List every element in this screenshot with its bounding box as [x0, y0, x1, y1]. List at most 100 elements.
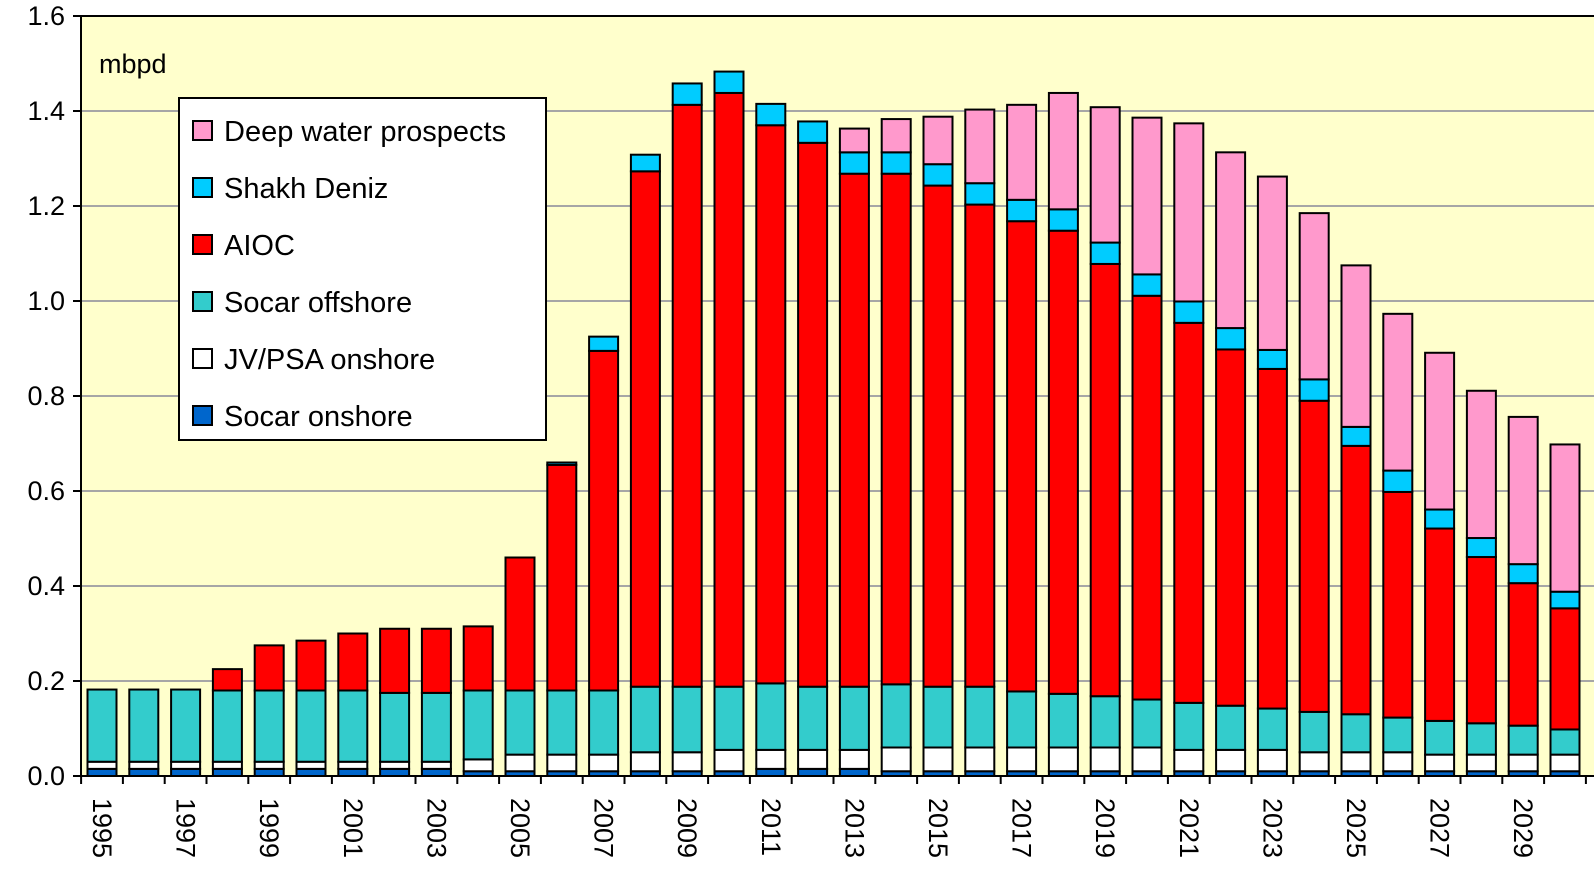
bar-segment: [629, 153, 661, 173]
x-tick-label: 2005: [505, 798, 535, 858]
bar-segment: [1465, 556, 1497, 725]
legend: Deep water prospects Shakh Deniz AIOC Socar…: [178, 97, 547, 441]
x-tick-label: 2007: [589, 798, 619, 858]
bar-segment: [379, 627, 411, 694]
bar-segment: [1507, 753, 1539, 773]
bar-segment: [337, 767, 369, 777]
bar-segment: [1298, 710, 1330, 754]
bar-segment: [546, 689, 578, 756]
bar-segment: [1089, 262, 1121, 698]
bar-segment: [295, 760, 327, 770]
bar-segment: [1382, 312, 1414, 472]
x-tick-label: 2003: [421, 798, 451, 858]
bar-segment: [211, 767, 243, 777]
bar-segment: [1256, 707, 1288, 751]
bar-segment: [1131, 698, 1163, 749]
legend-label: Deep water prospects: [224, 116, 506, 148]
bar-segment: [86, 767, 118, 777]
bar-segment: [1089, 241, 1121, 265]
legend-swatch: [192, 120, 213, 141]
bar-segment: [170, 760, 202, 770]
bar-segment: [504, 556, 536, 692]
bar-segment: [1256, 175, 1288, 351]
bar-segment: [379, 760, 411, 770]
bar-segment: [629, 170, 661, 688]
bar-segment: [128, 760, 160, 770]
bar-segment: [797, 685, 829, 751]
legend-label: Socar offshore: [224, 287, 412, 319]
x-tick-label: 1995: [87, 798, 117, 858]
bar-segment: [755, 748, 787, 770]
bar-segment: [253, 760, 285, 770]
bar-segment: [546, 463, 578, 692]
bar-segment: [1215, 327, 1247, 351]
bar-segment: [1131, 116, 1163, 276]
x-axis: 1995 1997 1999 2001 2003 2005 2007 2009 2011 2013…: [80, 775, 1594, 858]
bar-segment: [211, 689, 243, 763]
bar-segment: [1298, 399, 1330, 713]
x-tick-label: 2029: [1508, 798, 1538, 858]
legend-label: JV/PSA onshore: [224, 344, 435, 376]
bar-segment: [295, 689, 327, 763]
bar-segment: [588, 753, 620, 773]
bar-segment: [379, 691, 411, 763]
bar-segment: [1006, 746, 1038, 773]
bar-segment: [1298, 212, 1330, 381]
bar-segment: [713, 748, 745, 773]
unit-label: mbpd: [99, 49, 167, 79]
bar-segment: [1424, 719, 1456, 756]
bar-segment: [1173, 122, 1205, 303]
bar-segment: [1131, 273, 1163, 297]
bar-segment: [713, 70, 745, 94]
bar-segment: [546, 753, 578, 773]
bar-segment: [1131, 294, 1163, 701]
bar-segment: [964, 108, 996, 185]
bar-segment: [1424, 753, 1456, 773]
bar-segment: [86, 688, 118, 763]
x-tick-label: 2001: [338, 798, 368, 858]
bar-segment: [1006, 198, 1038, 223]
bar-segment: [211, 760, 243, 770]
bar-segment: [337, 632, 369, 692]
bar-segment: [253, 644, 285, 692]
bar-segment: [420, 760, 452, 770]
bar-segment: [1256, 367, 1288, 710]
bar-segment: [337, 760, 369, 770]
x-tick-label: 2017: [1007, 798, 1037, 858]
bar-segment: [1173, 701, 1205, 751]
bar-segment: [629, 685, 661, 754]
bar-segment: [86, 760, 118, 770]
bar-segment: [1298, 751, 1330, 773]
bar-segment: [797, 120, 829, 144]
bar-segment: [1047, 746, 1079, 773]
legend-box: [178, 97, 547, 441]
x-tick-label: 2011: [756, 798, 786, 856]
bar-segment: [964, 685, 996, 749]
bar-segment: [1006, 103, 1038, 201]
bar-segment: [588, 689, 620, 756]
bar-segment: [588, 335, 620, 352]
bar-segment: [713, 91, 745, 688]
bar-segment: [462, 625, 494, 692]
bar-segment: [1424, 351, 1456, 511]
bar-segment: [1215, 748, 1247, 773]
bar-segment: [1507, 582, 1539, 727]
x-tick-label: 2027: [1425, 798, 1455, 858]
bar-segment: [1215, 348, 1247, 707]
bar-segment: [1549, 443, 1581, 593]
bar-segment: [546, 461, 578, 466]
bar-segment: [797, 767, 829, 777]
bar-segment: [1382, 490, 1414, 719]
bar-segment: [1215, 704, 1247, 751]
bar-segment: [880, 746, 912, 773]
legend-swatch: [192, 234, 213, 255]
bar-segment: [128, 767, 160, 777]
legend-label: Shakh Deniz: [224, 173, 388, 205]
bar-segment: [880, 172, 912, 686]
bar-segment: [1382, 469, 1414, 493]
bar-segment: [1507, 563, 1539, 585]
legend-swatch: [192, 177, 213, 198]
y-tick-label: 1.0: [27, 286, 65, 316]
x-tick-label: 2021: [1174, 798, 1204, 858]
bar-segment: [838, 748, 870, 770]
